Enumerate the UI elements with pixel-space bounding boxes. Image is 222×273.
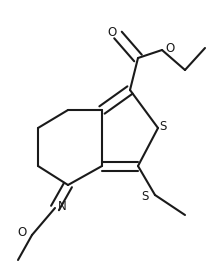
Text: N: N (58, 200, 66, 213)
Text: O: O (165, 41, 175, 55)
Text: O: O (107, 25, 117, 38)
Text: S: S (141, 191, 149, 203)
Text: O: O (17, 225, 27, 239)
Text: S: S (159, 120, 167, 132)
